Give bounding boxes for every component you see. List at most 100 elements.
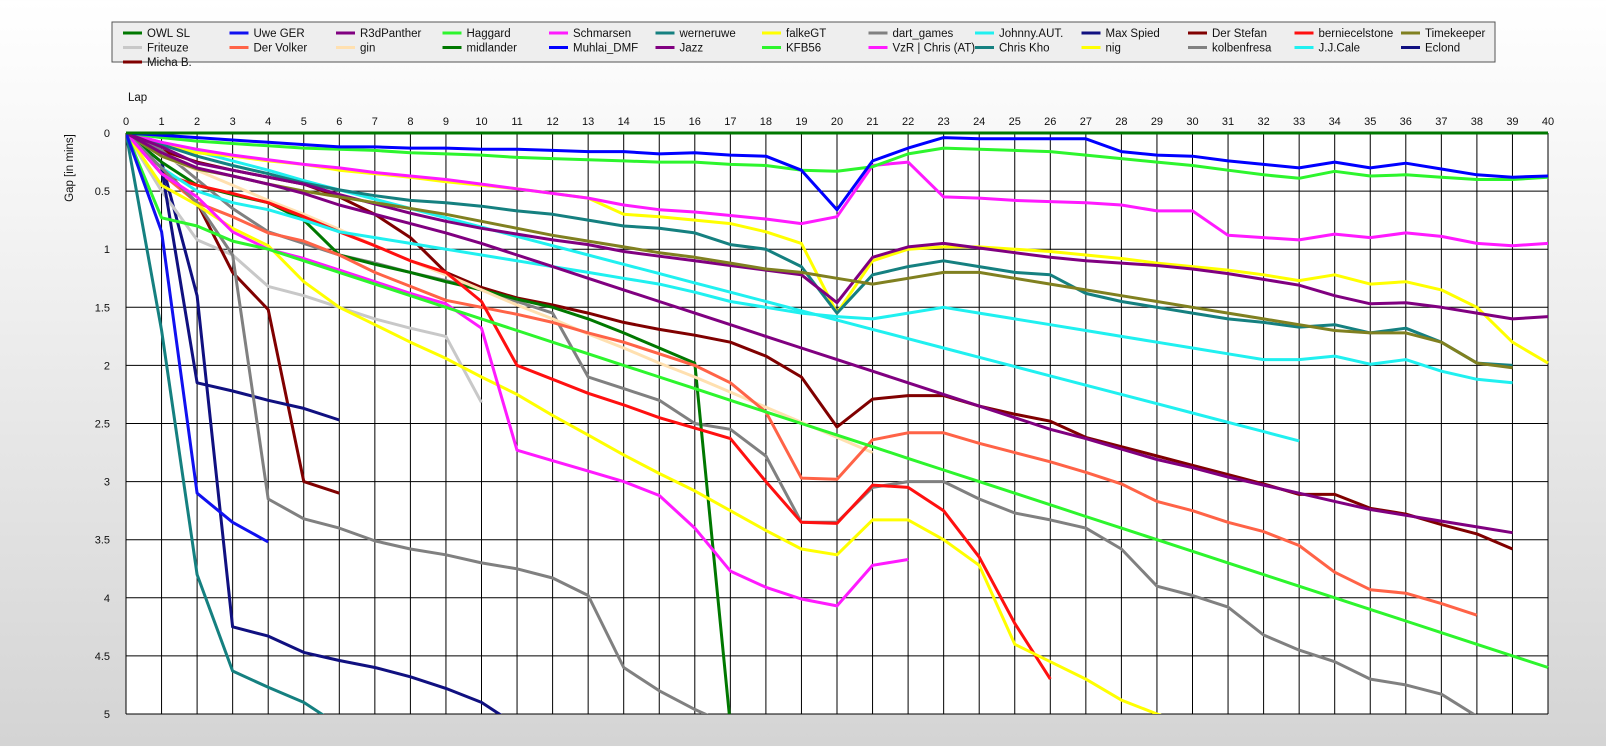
x-tick-label: 29 (1151, 116, 1163, 128)
series-line (126, 131, 1513, 385)
series-line (126, 131, 1513, 370)
legend-label: Eclond (1425, 43, 1460, 55)
x-tick-label: 30 (1186, 116, 1198, 128)
x-tick-label: 5 (301, 116, 307, 128)
legend-label: OWL SL (147, 28, 191, 40)
legend-item: falkeGT (762, 28, 826, 40)
legend-item: Timekeeper (1401, 28, 1485, 40)
legend-item: werneruwe (655, 28, 736, 40)
legend-label: berniecelstone (1319, 28, 1394, 40)
legend-label: Der Stefan (1212, 28, 1267, 40)
series-line (126, 132, 1162, 714)
x-tick-label: 38 (1471, 116, 1483, 128)
series-line (126, 131, 874, 454)
legend-item: Muhlai_DMF (549, 43, 638, 55)
x-tick-label: 32 (1257, 116, 1269, 128)
legend-item: nig (1081, 43, 1121, 55)
legend-label: Uwe GER (254, 28, 305, 40)
legend-item: Haggard (442, 28, 511, 40)
legend-label: midlander (467, 43, 518, 55)
y-tick-label: 0.5 (95, 186, 110, 198)
x-tick-label: 23 (938, 116, 950, 128)
y-axis-label: Gap [in mins] (64, 134, 76, 202)
legend-label: dart_games (893, 28, 954, 40)
legend-item: Jazz (655, 43, 704, 55)
legend-item: Micha B. (123, 57, 192, 69)
legend-item: Uwe GER (229, 28, 305, 40)
x-tick-label: 0 (123, 116, 129, 128)
series-line (126, 131, 709, 714)
x-tick-label: 27 (1080, 116, 1092, 128)
legend-box (111, 21, 1496, 63)
x-tick-label: 14 (618, 116, 630, 128)
series-line (126, 131, 502, 714)
x-tick-label: 35 (1364, 116, 1376, 128)
legend-label: werneruwe (679, 28, 736, 40)
legend-label: R3dPanther (360, 28, 422, 40)
x-tick-label: 2 (194, 116, 200, 128)
series-line (126, 132, 1549, 669)
legend-label: Timekeeper (1425, 28, 1485, 40)
x-tick-label: 26 (1044, 116, 1056, 128)
x-tick-label: 39 (1506, 116, 1518, 128)
legend-label: Friteuze (147, 43, 189, 55)
x-tick-label: 33 (1293, 116, 1305, 128)
series-line (126, 131, 1549, 248)
legend-label: falkeGT (786, 28, 826, 40)
series-line (126, 132, 325, 714)
legend-label: Schmarsen (573, 28, 631, 40)
y-tick-label: 4 (104, 593, 110, 605)
x-tick-label: 16 (689, 116, 701, 128)
y-tick-label: 1 (104, 244, 110, 256)
x-tick-label: 15 (653, 116, 665, 128)
x-tick-label: 12 (546, 116, 558, 128)
series-line (126, 132, 909, 608)
legend-item: midlander (442, 43, 518, 55)
x-axis-label: Lap (128, 92, 147, 104)
x-tick-label: 13 (582, 116, 594, 128)
x-tick-label: 28 (1115, 116, 1127, 128)
y-tick-label: 1.5 (95, 302, 110, 314)
legend-item: berniecelstone (1294, 28, 1394, 40)
legend-label: VzR | Chris (AT) (893, 43, 976, 55)
legend-item: OWL SL (123, 28, 191, 40)
legend-label: KFB56 (786, 43, 821, 55)
legend-item: Chris Kho (975, 43, 1050, 55)
series-line (126, 131, 1549, 181)
legend-label: Max Spied (1106, 28, 1160, 40)
legend-label: Jazz (680, 43, 704, 55)
x-tick-label: 25 (1009, 116, 1021, 128)
legend-item: Der Volker (229, 43, 308, 55)
series-line (126, 131, 1513, 535)
legend-label: Haggard (467, 28, 511, 40)
grid (125, 132, 1549, 715)
x-tick-label: 40 (1542, 116, 1554, 128)
axes: 0 1 2 3 4 5 6 7 8 9 10 11 12 13 14 15 16 17 18 19 20 21 22 23 24… (64, 92, 1554, 721)
x-tick-label: 36 (1400, 116, 1412, 128)
legend-label: gin (360, 43, 375, 55)
legend: OWL SL Uwe GER R3dPanther Haggard Schmarsen w… (111, 21, 1496, 69)
x-tick-label: 24 (973, 116, 985, 128)
x-tick-label: 1 (158, 116, 164, 128)
series-lines (126, 131, 1549, 714)
x-tick-label: 20 (831, 116, 843, 128)
y-tick-label: 4.5 (95, 651, 110, 663)
legend-label: kolbenfresa (1212, 43, 1272, 55)
series-line (126, 132, 1478, 617)
y-tick-label: 5 (104, 709, 110, 721)
x-tick-label: 34 (1329, 116, 1341, 128)
x-tick-label: 11 (511, 116, 522, 128)
y-tick-label: 0 (104, 128, 110, 140)
legend-label: Der Volker (254, 43, 308, 55)
legend-item: Johnny.AUT. (975, 28, 1063, 40)
x-tick-label: 19 (795, 116, 807, 128)
x-tick-label: 6 (336, 116, 342, 128)
x-tick-label: 37 (1435, 116, 1447, 128)
series-line (126, 132, 269, 544)
legend-item: Eclond (1401, 43, 1460, 55)
x-tick-label: 10 (475, 116, 487, 128)
x-tick-label: 31 (1222, 116, 1234, 128)
legend-item: KFB56 (762, 43, 821, 55)
